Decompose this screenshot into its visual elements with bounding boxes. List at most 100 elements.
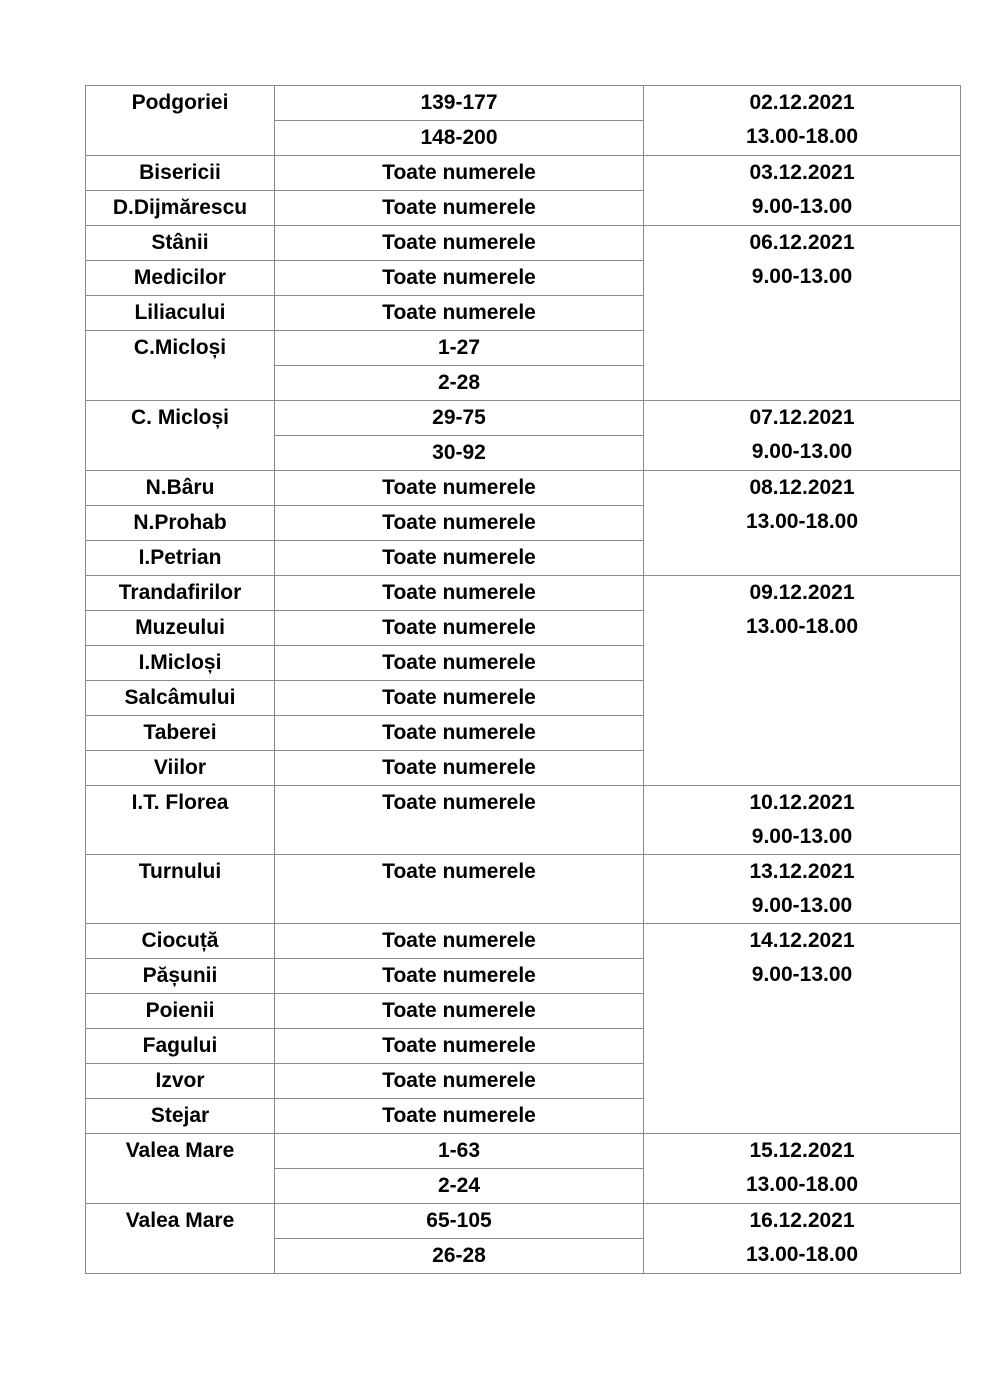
date: 06.12.2021 <box>749 231 855 254</box>
date-time-cell: 07.12.2021 9.00-13.00 <box>643 400 961 471</box>
date-time-cell: 03.12.2021 9.00-13.00 <box>643 155 961 226</box>
numbers-cell: 2-28 <box>274 365 644 401</box>
table-row: Izvor Toate numerele <box>85 1063 961 1099</box>
street-cell: Stejar <box>85 1098 275 1134</box>
date-time-cell: 02.12.2021 13.00-18.00 <box>643 85 961 156</box>
date: 08.12.2021 <box>749 476 855 499</box>
date: 10.12.2021 <box>749 791 855 814</box>
numbers-cell: Toate numerele <box>274 540 644 576</box>
date-time-cell: 16.12.2021 13.00-18.00 <box>643 1203 961 1274</box>
date: 13.12.2021 <box>749 860 855 883</box>
street-cell: Ciocuță <box>85 923 275 959</box>
time-interval: 13.00-18.00 <box>745 1243 859 1266</box>
street-cell: Trandafirilor <box>85 575 275 611</box>
numbers-cell: Toate numerele <box>274 260 644 296</box>
street-cell: Valea Mare <box>85 1133 275 1204</box>
numbers-cell: Toate numerele <box>274 958 644 994</box>
time-interval: 9.00-13.00 <box>751 825 853 848</box>
time-interval: 13.00-18.00 <box>745 510 859 533</box>
table-row: 26-28 <box>86 1238 961 1274</box>
numbers-cell: Toate numerele <box>274 470 644 506</box>
table-row: 2-24 <box>86 1168 961 1204</box>
table-row: N.Bâru Toate numerele 08.12.2021 13.00-18.0… <box>85 470 961 576</box>
numbers-cell: Toate numerele <box>274 993 644 1029</box>
numbers-cell: 26-28 <box>274 1238 644 1274</box>
table-row: Medicilor Toate numerele <box>85 260 961 296</box>
street-cell: Taberei <box>85 715 275 751</box>
time-interval: 9.00-13.00 <box>751 894 853 917</box>
table-row: Bisericii Toate numerele 03.12.2021 9.00-13… <box>85 155 961 226</box>
street-cell: I.Micloși <box>85 645 275 681</box>
date: 15.12.2021 <box>749 1139 855 1162</box>
table-row: D.Dijmărescu Toate numerele <box>85 190 961 226</box>
table-row: Podgoriei 139-177 02.12.2021 13.00-18.00 <box>85 85 961 156</box>
table-row: N.Prohab Toate numerele <box>85 505 961 541</box>
street-cell: N.Prohab <box>85 505 275 541</box>
date: 14.12.2021 <box>749 929 855 952</box>
table-row: 2-28 <box>86 365 961 401</box>
numbers-cell: Toate numerele <box>274 575 644 611</box>
street-cell: D.Dijmărescu <box>85 190 275 226</box>
time-interval: 13.00-18.00 <box>745 615 859 638</box>
table-row: Liliacului Toate numerele <box>85 295 961 331</box>
table-row: 30-92 <box>86 435 961 471</box>
numbers-cell: Toate numerele <box>274 1098 644 1134</box>
numbers-cell: Toate numerele <box>274 155 644 191</box>
table-row: Muzeului Toate numerele <box>85 610 961 646</box>
street-cell: Fagului <box>85 1028 275 1064</box>
numbers-cell: Toate numerele <box>274 680 644 716</box>
numbers-cell: Toate numerele <box>274 1028 644 1064</box>
table-row: 148-200 <box>86 120 961 156</box>
street-cell: N.Bâru <box>85 470 275 506</box>
street-cell: Salcâmului <box>85 680 275 716</box>
table-row: Poienii Toate numerele <box>85 993 961 1029</box>
schedule-table: Podgoriei 139-177 02.12.2021 13.00-18.00 148… <box>85 85 961 1274</box>
numbers-cell: 1-27 <box>274 330 644 366</box>
date-time-cell: 14.12.2021 9.00-13.00 <box>643 923 961 1134</box>
table-row: Taberei Toate numerele <box>85 715 961 751</box>
numbers-cell: Toate numerele <box>274 923 644 959</box>
time-interval: 9.00-13.00 <box>751 265 853 288</box>
street-cell: Liliacului <box>85 295 275 331</box>
street-cell: I.Petrian <box>85 540 275 576</box>
table-row: I.Petrian Toate numerele <box>85 540 961 576</box>
street-cell: Muzeului <box>85 610 275 646</box>
numbers-cell: Toate numerele <box>274 645 644 681</box>
street-cell: C. Micloși <box>85 400 275 471</box>
street-cell: Izvor <box>85 1063 275 1099</box>
numbers-cell: Toate numerele <box>274 785 644 855</box>
numbers-cell: 2-24 <box>274 1168 644 1204</box>
numbers-cell: 1-63 <box>274 1133 644 1169</box>
table-row: Valea Mare 65-105 16.12.2021 13.00-18.00 <box>85 1203 961 1274</box>
date-time-cell: 09.12.2021 13.00-18.00 <box>643 575 961 786</box>
numbers-cell: 139-177 <box>274 85 644 121</box>
date: 16.12.2021 <box>749 1209 855 1232</box>
numbers-cell: Toate numerele <box>274 295 644 331</box>
street-cell: Stânii <box>85 225 275 261</box>
numbers-cell: Toate numerele <box>274 1063 644 1099</box>
numbers-cell: Toate numerele <box>274 225 644 261</box>
street-cell: I.T. Florea <box>85 785 275 855</box>
street-cell: C.Micloși <box>85 330 275 401</box>
table-row: Viilor Toate numerele <box>85 750 961 786</box>
table-row: Fagului Toate numerele <box>85 1028 961 1064</box>
table-row: Stejar Toate numerele <box>85 1098 961 1134</box>
date: 09.12.2021 <box>749 581 855 604</box>
numbers-cell: Toate numerele <box>274 505 644 541</box>
numbers-cell: 65-105 <box>274 1203 644 1239</box>
street-cell: Podgoriei <box>85 85 275 156</box>
date-time-cell: 13.12.2021 9.00-13.00 <box>643 854 961 924</box>
table-row: I.Micloși Toate numerele <box>85 645 961 681</box>
date-time-cell: 06.12.2021 9.00-13.00 <box>643 225 961 401</box>
numbers-cell: Toate numerele <box>274 610 644 646</box>
time-interval: 9.00-13.00 <box>751 440 853 463</box>
street-cell: Medicilor <box>85 260 275 296</box>
table-row: Salcâmului Toate numerele <box>85 680 961 716</box>
date: 03.12.2021 <box>749 161 855 184</box>
numbers-cell: Toate numerele <box>274 854 644 924</box>
numbers-cell: Toate numerele <box>274 750 644 786</box>
date-time-cell: 08.12.2021 13.00-18.00 <box>643 470 961 576</box>
street-cell: Bisericii <box>85 155 275 191</box>
date-time-cell: 15.12.2021 13.00-18.00 <box>643 1133 961 1204</box>
street-cell: Pășunii <box>85 958 275 994</box>
